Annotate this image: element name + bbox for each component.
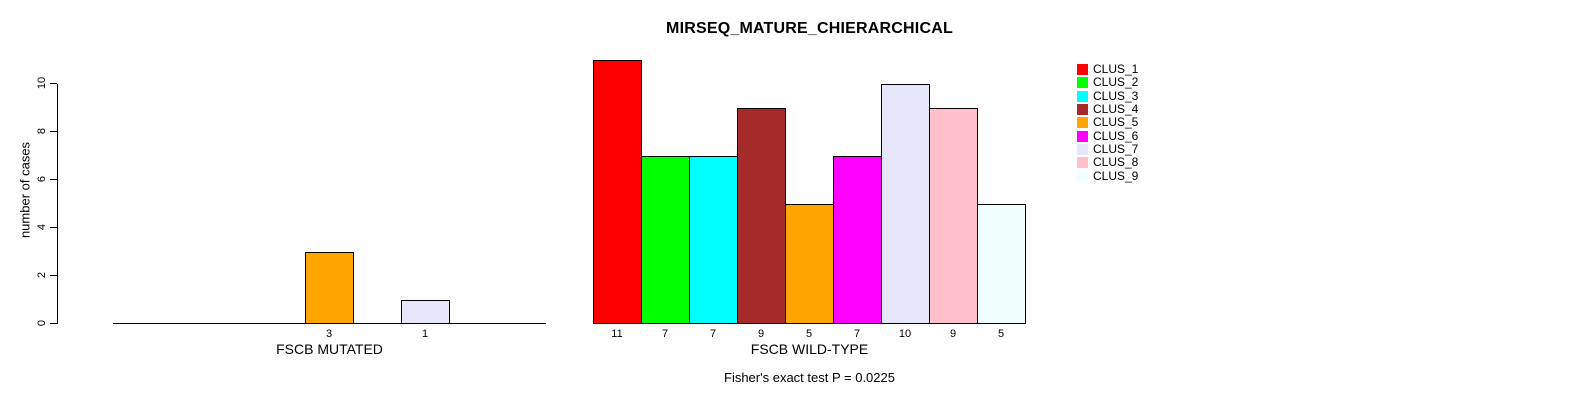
bar-fscb-wild-type-clus_7	[881, 84, 930, 324]
bar-value-label: 10	[898, 328, 912, 340]
legend-label: CLUS_8	[1093, 155, 1139, 170]
legend-item-clus_8: CLUS_8	[1077, 156, 1138, 169]
legend-swatch-icon	[1077, 64, 1088, 76]
bar-fscb-mutated-clus_7	[401, 300, 450, 324]
legend-swatch-icon	[1077, 130, 1088, 142]
y-axis-tick-label: 4	[36, 223, 48, 231]
legend-swatch-icon	[1077, 117, 1088, 129]
y-axis-line	[57, 84, 58, 324]
legend-label: CLUS_2	[1093, 75, 1139, 90]
legend-item-clus_7: CLUS_7	[1077, 143, 1138, 156]
y-axis-tick	[50, 131, 57, 132]
y-axis-tick-label: 2	[36, 271, 48, 279]
legend-label: CLUS_5	[1093, 115, 1139, 130]
bar-fscb-wild-type-clus_2	[641, 156, 690, 324]
y-axis-tick	[50, 275, 57, 276]
bar-fscb-wild-type-clus_3	[689, 156, 738, 324]
legend-label: CLUS_9	[1093, 168, 1139, 183]
y-axis-tick	[50, 179, 57, 180]
bar-value-label: 1	[421, 328, 429, 340]
y-axis-tick	[50, 83, 57, 84]
bar-fscb-mutated-clus_5	[305, 252, 354, 324]
bar-value-label: 7	[661, 328, 669, 340]
legend-item-clus_6: CLUS_6	[1077, 129, 1138, 142]
bar-fscb-wild-type-clus_4	[737, 108, 786, 324]
legend-label: CLUS_6	[1093, 128, 1139, 143]
legend-swatch-icon	[1077, 143, 1088, 155]
legend-item-clus_4: CLUS_4	[1077, 103, 1138, 116]
bar-value-label: 5	[805, 328, 813, 340]
bar-value-label: 7	[709, 328, 717, 340]
bar-value-label: 9	[949, 328, 957, 340]
y-axis-label: number of cases	[17, 141, 33, 239]
group-label-fscb-wild-type: FSCB WILD-TYPE	[750, 341, 869, 357]
legend-swatch-icon	[1077, 157, 1088, 169]
legend-label: CLUS_1	[1093, 62, 1139, 77]
bar-fscb-wild-type-clus_1	[593, 60, 642, 324]
y-axis-tick-label: 0	[36, 319, 48, 327]
legend-label: CLUS_4	[1093, 102, 1139, 117]
bar-value-label: 11	[611, 328, 623, 340]
legend-label: CLUS_3	[1093, 88, 1139, 103]
bar-value-label: 5	[997, 328, 1005, 340]
bar-value-label: 9	[757, 328, 765, 340]
y-axis-tick-label: 8	[36, 127, 48, 135]
group-label-fscb-mutated: FSCB MUTATED	[276, 341, 383, 357]
bar-fscb-wild-type-clus_8	[929, 108, 978, 324]
legend: CLUS_1 CLUS_2 CLUS_3 CLUS_4 CLUS_5 CLUS_6 CLUS…	[1077, 63, 1138, 183]
legend-item-clus_5: CLUS_5	[1077, 116, 1138, 129]
legend-item-clus_2: CLUS_2	[1077, 76, 1138, 89]
legend-swatch-icon	[1077, 77, 1088, 89]
legend-swatch-icon	[1077, 90, 1088, 102]
y-axis-tick	[50, 323, 57, 324]
bar-fscb-wild-type-clus_5	[785, 204, 834, 324]
bar-fscb-wild-type-clus_9	[977, 204, 1026, 324]
legend-swatch-icon	[1077, 170, 1088, 182]
fisher-test-annotation: Fisher's exact test P = 0.0225	[724, 370, 895, 385]
bar-value-label: 7	[853, 328, 861, 340]
y-axis-tick-label: 6	[36, 175, 48, 183]
bar-value-label: 3	[325, 328, 333, 340]
bar-fscb-wild-type-clus_6	[833, 156, 882, 324]
legend-item-clus_1: CLUS_1	[1077, 63, 1138, 76]
legend-label: CLUS_7	[1093, 141, 1139, 156]
legend-swatch-icon	[1077, 104, 1088, 116]
y-axis-tick	[50, 227, 57, 228]
y-axis-tick-label: 10	[36, 76, 48, 90]
legend-item-clus_3: CLUS_3	[1077, 90, 1138, 103]
chart-title: MIRSEQ_MATURE_CHIERARCHICAL	[666, 20, 953, 37]
legend-item-clus_9: CLUS_9	[1077, 169, 1138, 182]
